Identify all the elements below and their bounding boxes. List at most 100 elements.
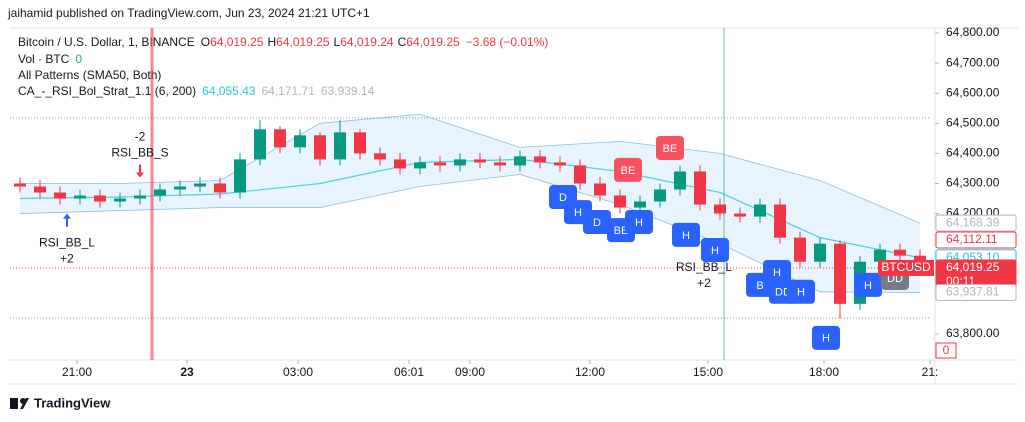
candle-body bbox=[14, 183, 26, 187]
candle-body bbox=[614, 195, 626, 208]
pattern-box bbox=[583, 209, 611, 234]
x-tick-label: 09:00 bbox=[455, 365, 485, 379]
candle-body bbox=[74, 195, 86, 199]
symbol: Bitcoin / U.S. Dollar, 1, BINANCE bbox=[18, 35, 195, 49]
price-label-box bbox=[935, 231, 1017, 249]
pattern-text: H bbox=[773, 267, 781, 279]
pattern-label: BE bbox=[656, 135, 684, 160]
y-tick-label: 64,700.00 bbox=[946, 55, 1000, 69]
pattern-text: H bbox=[711, 245, 719, 257]
candle-body bbox=[254, 129, 266, 160]
candle-body bbox=[754, 204, 766, 217]
pattern-text: BE bbox=[621, 165, 636, 177]
y-tick-label: 64,400.00 bbox=[946, 146, 1000, 160]
pattern-box bbox=[656, 135, 684, 160]
footer-brand: TradingView bbox=[34, 395, 111, 410]
pattern-label: H bbox=[672, 222, 700, 247]
band-mid bbox=[19, 158, 921, 259]
pattern-text: H bbox=[574, 207, 582, 219]
price-label: 63,937.81 bbox=[946, 285, 1000, 299]
candle-body bbox=[294, 135, 306, 148]
y-tick-label: 64,600.00 bbox=[946, 85, 1000, 99]
candle-body bbox=[774, 204, 786, 238]
signal-name: RSI_BB_S bbox=[111, 146, 168, 160]
x-tick-label: 06:01 bbox=[394, 365, 424, 379]
pattern-text: BE bbox=[663, 143, 678, 155]
candle-body bbox=[474, 159, 486, 163]
y-tick-label: 64,500.00 bbox=[946, 115, 1000, 129]
x-tick-label: 15:00 bbox=[693, 365, 723, 379]
pattern-text: H bbox=[864, 280, 872, 292]
patterns-indicator: All Patterns (SMA50, Both) bbox=[18, 68, 161, 82]
volume-value: 0 bbox=[75, 52, 82, 66]
pattern-text: H bbox=[682, 230, 690, 242]
signal-arrow bbox=[136, 164, 144, 178]
pattern-text: B bbox=[756, 280, 763, 292]
candle-body bbox=[54, 192, 66, 199]
candle-body bbox=[114, 198, 126, 202]
signal-arrow bbox=[700, 237, 708, 251]
pattern-label: H bbox=[625, 209, 653, 234]
pattern-label: H bbox=[701, 237, 729, 262]
candle-body bbox=[234, 159, 246, 193]
change: −3.68 (−0.01%) bbox=[466, 35, 549, 49]
pattern-text: D bbox=[559, 192, 567, 204]
candle-body bbox=[94, 195, 106, 202]
pattern-box bbox=[812, 325, 840, 350]
candle-body bbox=[434, 162, 446, 166]
candle-body bbox=[734, 213, 746, 217]
candle-body bbox=[194, 183, 206, 187]
candle-body bbox=[694, 171, 706, 205]
pattern-label: H bbox=[787, 279, 815, 304]
candle-body bbox=[634, 201, 646, 208]
price-label: 64,019.25 bbox=[946, 260, 1000, 274]
candle-body bbox=[494, 162, 506, 166]
candle-body bbox=[834, 243, 846, 304]
strategy: CA_-_RSI_Bol_Strat_1.1 (6, 200) bbox=[18, 84, 196, 98]
candle-body bbox=[274, 129, 286, 148]
candle-body bbox=[594, 183, 606, 196]
strategy-value: 63,939.14 bbox=[321, 84, 375, 98]
x-tick-label: 03:00 bbox=[283, 365, 313, 379]
candle-body bbox=[534, 156, 546, 163]
signal-qty: +2 bbox=[60, 252, 74, 266]
volume: Vol · BTC bbox=[18, 52, 70, 66]
band-upper bbox=[20, 113, 921, 224]
pattern-text: D bbox=[593, 217, 601, 229]
pattern-text: H bbox=[822, 333, 830, 345]
candle-body bbox=[514, 156, 526, 166]
band-fill bbox=[20, 114, 920, 293]
pattern-label: H bbox=[763, 259, 791, 284]
x-tick-label: 12:00 bbox=[575, 365, 605, 379]
candle-body bbox=[714, 204, 726, 214]
candle-body bbox=[454, 159, 466, 166]
candle-body bbox=[214, 183, 226, 193]
ohlc-key: L bbox=[334, 35, 341, 49]
symbol-tag: BTCUSD bbox=[881, 260, 931, 274]
candle-body bbox=[814, 243, 826, 262]
candle-body bbox=[894, 249, 906, 256]
pattern-text: H bbox=[635, 217, 643, 229]
volume-label-box bbox=[935, 342, 957, 359]
ohlc-key: C bbox=[398, 35, 407, 49]
signal-qty: +2 bbox=[697, 276, 711, 290]
candle-body bbox=[794, 237, 806, 262]
price-label: 64,168.39 bbox=[946, 215, 1000, 229]
pattern-label: BE bbox=[614, 157, 642, 182]
candle-body bbox=[574, 165, 586, 184]
signal-name: RSI_BB_L bbox=[676, 260, 732, 274]
signal-name: RSI_BB_L bbox=[39, 236, 95, 250]
x-tick-label: 18:00 bbox=[809, 365, 839, 379]
signal-arrow bbox=[63, 213, 71, 227]
candle-body bbox=[314, 135, 326, 160]
x-tick-label: 21: bbox=[922, 365, 939, 379]
strategy-value: 64,171.71 bbox=[262, 84, 316, 98]
price-label: 64,112.11 bbox=[946, 232, 998, 246]
pattern-box bbox=[614, 157, 642, 182]
logo bbox=[10, 398, 29, 409]
pattern-label: H bbox=[854, 272, 882, 297]
candle-body bbox=[34, 186, 46, 193]
x-tick-label: 21:00 bbox=[62, 365, 92, 379]
